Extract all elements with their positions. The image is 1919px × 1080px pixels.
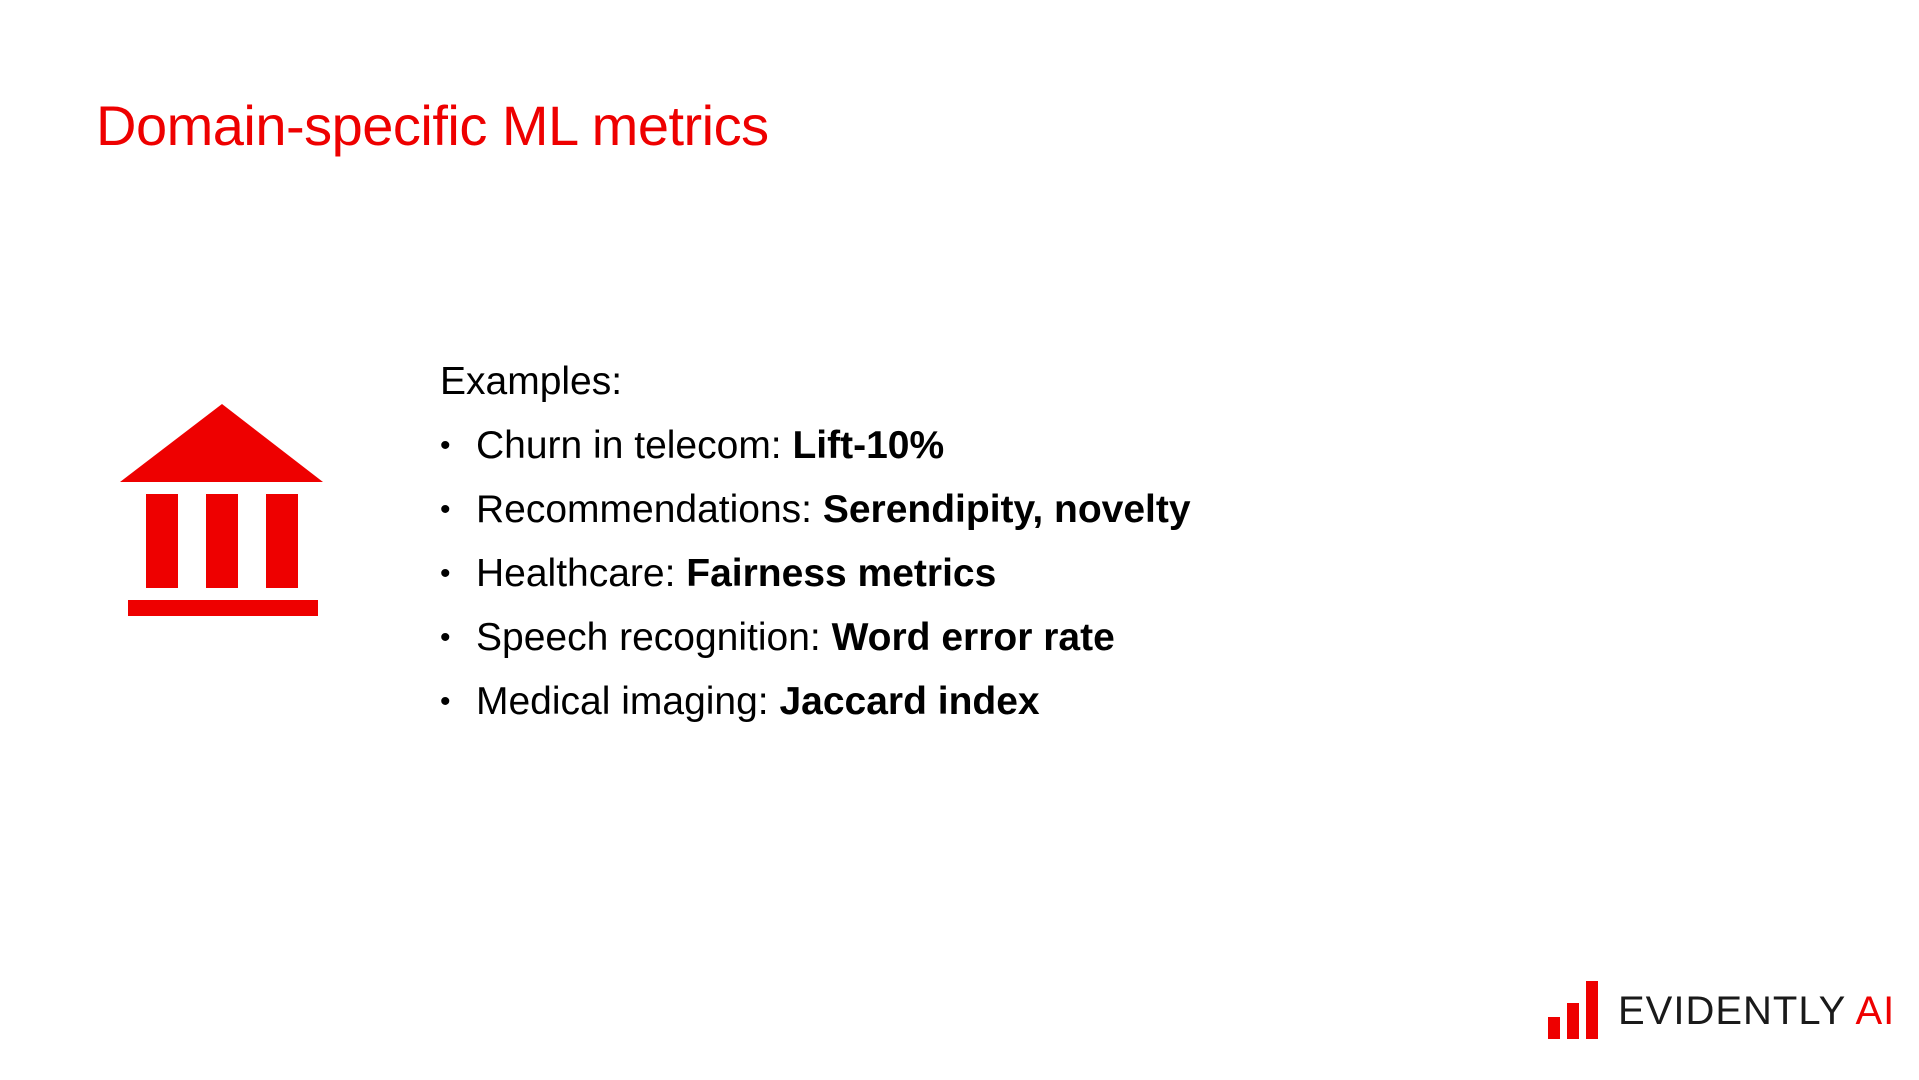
slide-title: Domain-specific ML metrics [96,94,769,157]
example-domain: Medical imaging: [476,680,780,723]
example-domain: Churn in telecom: [476,424,793,467]
list-item: • Medical imaging: Jaccard index [440,674,1340,730]
example-metric: Fairness metrics [686,552,997,595]
examples-intro: Examples: [440,360,623,403]
logo-wordmark: EVIDENTLY AI [1618,987,1895,1035]
list-item: • Churn in telecom: Lift-10% [440,418,1340,474]
logo-word: EVIDENTLY [1618,989,1846,1033]
example-domain: Recommendations: [476,488,823,531]
bullet: • [440,557,451,590]
example-metric: Serendipity, novelty [822,488,1191,531]
examples-list: • Churn in telecom: Lift-10% • Recommend… [440,418,1340,730]
bullet: • [440,621,451,654]
list-item: • Healthcare: Fairness metrics [440,546,1340,602]
bullet: • [440,685,451,718]
evidently-logo: EVIDENTLY AI [1548,981,1894,1039]
example-metric: Jaccard index [779,680,1040,723]
example-metric: Word error rate [831,616,1115,659]
list-item: • Speech recognition: Word error rate [440,610,1340,666]
bar-chart-logo-icon [1548,981,1598,1039]
example-domain: Speech recognition: [476,616,832,659]
bullet: • [440,493,451,526]
examples-block: Examples: • Churn in telecom: Lift-10% •… [440,354,1340,738]
example-domain: Healthcare: [476,552,687,595]
example-metric: Lift-10% [792,424,945,467]
logo-suffix: AI [1855,989,1896,1033]
bullet: • [440,429,451,462]
list-item: • Recommendations: Serendipity, novelty [440,482,1340,538]
institution-icon [118,404,328,620]
